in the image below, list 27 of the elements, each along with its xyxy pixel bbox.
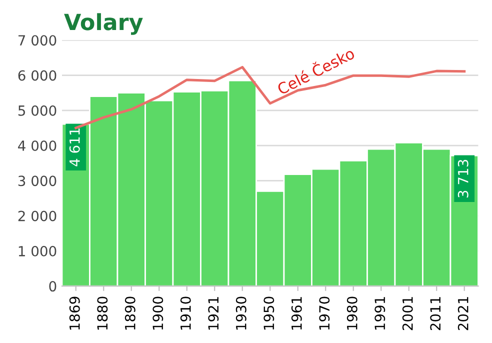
x-tick-label: 1991 xyxy=(374,297,386,330)
text: Celé Česko xyxy=(275,44,356,96)
x-tick-label: 1869 xyxy=(69,296,80,330)
y-tick-label: 2 000 xyxy=(18,210,56,222)
y-tick-label: 1 000 xyxy=(18,246,56,256)
y-tick-label: 3 000 xyxy=(18,176,56,186)
y-tick-label: 0 xyxy=(49,281,56,292)
x-tick-label: 1980 xyxy=(346,296,358,330)
x-tick-label: 1890 xyxy=(124,296,136,330)
y-tick-label: 7 000 xyxy=(18,35,56,46)
y-tick-label: 5 000 xyxy=(18,105,56,116)
data-label: 3 713 xyxy=(458,160,468,198)
x-tick-label: 1950 xyxy=(264,296,274,330)
x-tick-label: 2001 xyxy=(402,297,413,330)
data-label: 4 611 xyxy=(69,128,80,166)
x-tick-label: 1900 xyxy=(152,296,164,330)
x-tick-label: 2011 xyxy=(430,297,441,330)
y-tick-label: 4 000 xyxy=(18,140,56,152)
x-tick-label: 1921 xyxy=(208,297,219,330)
y-tick-label: 6 000 xyxy=(18,70,56,81)
chart-title: Volary xyxy=(64,13,143,35)
x-tick-label: 2021 xyxy=(458,297,468,330)
x-tick-label: 1970 xyxy=(319,296,330,330)
x-tick-label: 1910 xyxy=(180,296,191,330)
x-tick-label: 1930 xyxy=(236,296,246,330)
x-tick-label: 1961 xyxy=(291,297,302,330)
x-tick-label: 1880 xyxy=(97,296,108,330)
